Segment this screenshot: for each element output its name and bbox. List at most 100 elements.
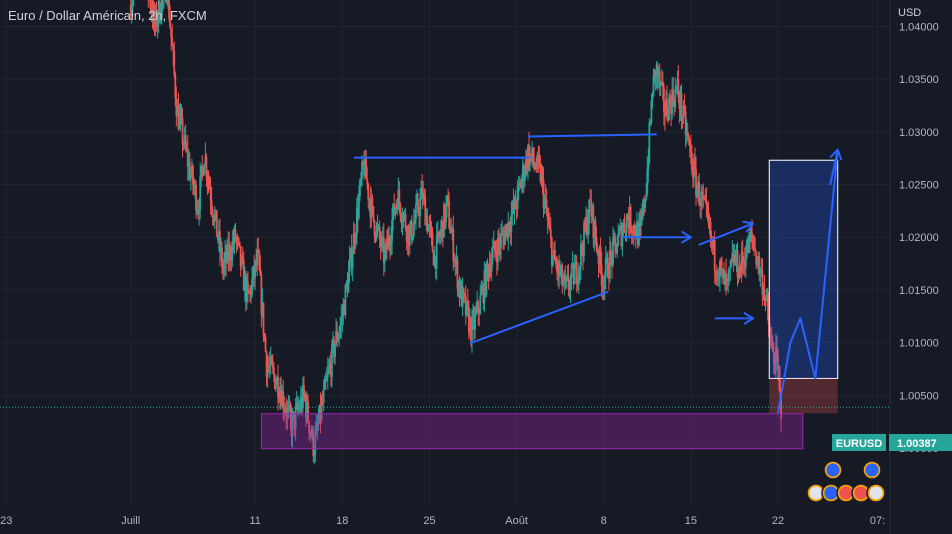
candle-body [597, 253, 600, 264]
candle-body [712, 239, 715, 248]
candle-body [343, 303, 346, 315]
candle-body [451, 228, 454, 232]
candle-body [384, 241, 387, 252]
candle-body [311, 429, 314, 437]
candle-body [697, 181, 700, 190]
candle-body [270, 357, 273, 364]
candle-body [387, 236, 389, 250]
candle-body [158, 1, 161, 22]
candle-body [231, 241, 234, 260]
candle-body [750, 232, 752, 240]
candle-body [185, 147, 188, 150]
candle-body [431, 232, 434, 252]
arrow-up-target-head [829, 148, 843, 161]
time-tick-label: 11 [249, 515, 260, 527]
candle-body [504, 231, 507, 245]
candle-body [333, 339, 335, 357]
candle-body [251, 279, 253, 295]
candle-body [725, 273, 728, 281]
candle-body [541, 173, 544, 180]
candle-body [574, 261, 577, 269]
candle-body [310, 431, 313, 437]
candle-body [641, 215, 643, 219]
event-icons [806, 460, 886, 503]
candle-body [713, 239, 716, 271]
candle-body [354, 235, 357, 243]
candle-body [746, 239, 749, 254]
candle-body [688, 141, 691, 147]
candle-body [374, 235, 377, 238]
candle-body [687, 136, 690, 142]
candle-body [378, 226, 381, 240]
candle-body [767, 306, 770, 324]
candle-body [535, 168, 538, 170]
candle-body [651, 96, 654, 101]
candle-body [513, 197, 516, 211]
price-tick-label: 1.02500 [899, 179, 939, 191]
candle-body [530, 153, 532, 157]
candle-body [156, 20, 159, 27]
candle-body [422, 193, 425, 200]
candle-body [577, 269, 580, 284]
candle-body [365, 157, 368, 180]
candle-body [501, 233, 503, 235]
candle-body [481, 286, 484, 293]
candle-body [436, 231, 439, 236]
candle-body [355, 207, 358, 236]
candle-body [727, 274, 730, 281]
candle-body [508, 222, 511, 231]
candle-body [619, 225, 622, 229]
candle-body [708, 221, 711, 224]
candle-body [593, 220, 596, 239]
candle-body [380, 237, 383, 247]
candle-body [756, 262, 759, 265]
candle-body [409, 220, 412, 232]
candle-body [423, 193, 426, 198]
candle-body [766, 295, 769, 307]
candle-body [188, 161, 191, 180]
candle-body [280, 391, 283, 407]
candle-body [736, 249, 739, 278]
time-tick-label: 25 [423, 515, 435, 527]
candle-body [151, 12, 154, 22]
candle-body [397, 189, 400, 210]
candle-body [564, 275, 567, 282]
candle-body [677, 79, 680, 98]
candle-body [439, 229, 442, 238]
price-tick-label: 1.00500 [899, 390, 939, 402]
candle-body [763, 288, 766, 300]
time-tick-label: Juill [121, 515, 140, 527]
candle-body [515, 208, 518, 210]
candle-body [364, 157, 367, 176]
candle-body [526, 156, 528, 169]
candle-body [689, 146, 692, 153]
candle-body [694, 161, 696, 169]
time-axis[interactable]: 23 Juill 11 18 25 Août 8 15 22 07: [0, 515, 885, 527]
candle-body [765, 295, 768, 298]
candle-body [347, 271, 350, 293]
candle-body [739, 265, 742, 272]
candle-body [476, 301, 479, 311]
candle-body [497, 237, 499, 263]
candle-body [244, 275, 247, 301]
candle-body [174, 74, 177, 98]
candle-body [494, 250, 497, 254]
candle-body [539, 162, 542, 182]
candle-body [729, 266, 732, 268]
candle-body [523, 172, 526, 182]
candle-body [300, 397, 303, 408]
candle-body [306, 400, 308, 418]
time-tick-label: 18 [336, 515, 348, 527]
candle-body [511, 203, 514, 215]
candle-body [323, 379, 326, 390]
candle-body [373, 220, 376, 236]
candle-body [259, 269, 262, 276]
candle-body [412, 222, 415, 236]
candle-body [291, 414, 294, 437]
candle-body [769, 335, 772, 340]
candle-body [705, 199, 708, 205]
candle-body [257, 250, 260, 252]
candle-body [362, 161, 364, 164]
